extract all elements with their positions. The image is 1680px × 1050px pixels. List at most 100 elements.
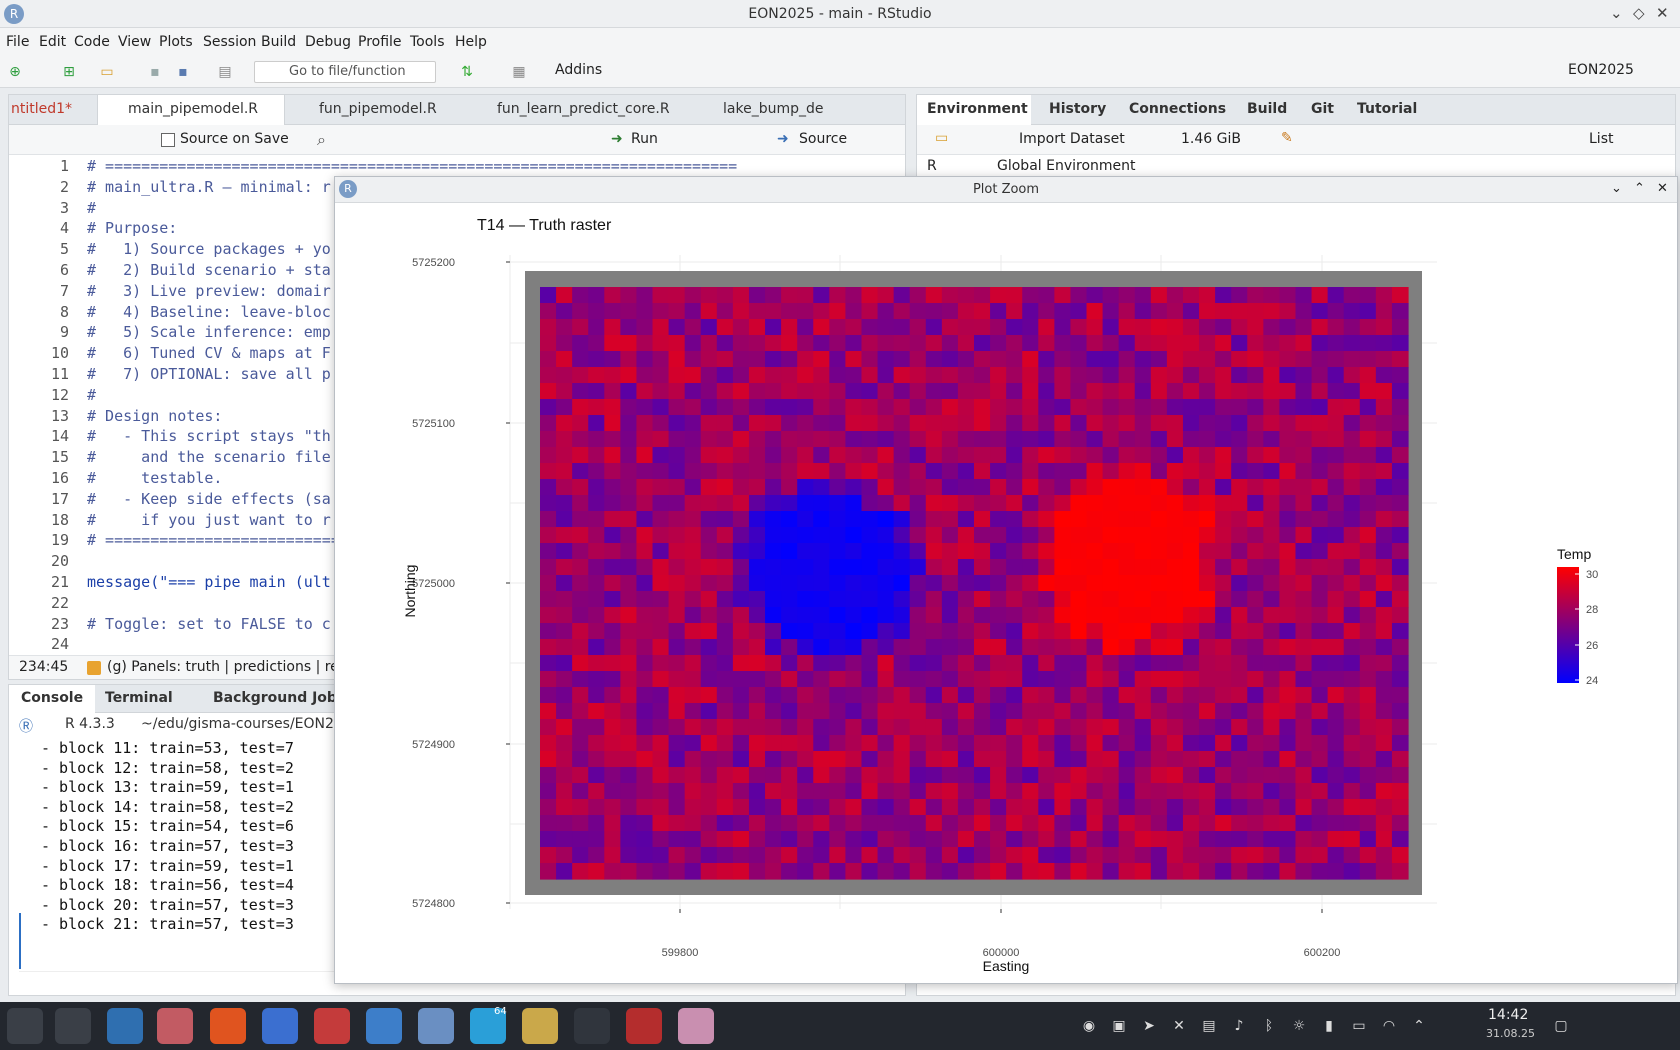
tray-expand-icon[interactable]: ⌃ [1413,1018,1425,1034]
tab-environment[interactable]: Environment [917,95,1031,125]
open-file-icon[interactable]: ▭ [100,64,114,80]
code-line[interactable]: # ================================ [87,531,395,550]
new-file-icon[interactable]: ⊕ [9,64,21,80]
code-line[interactable]: # [87,385,97,404]
tab-git[interactable]: Git [1311,101,1334,117]
tray-wifi-icon[interactable]: ◠ [1382,1018,1396,1034]
tab-console[interactable]: Console [9,685,95,713]
plot-minimize-icon[interactable]: ⌄ [1611,181,1622,196]
memory-usage[interactable]: 1.46 GiB [1181,131,1241,147]
list-view-button[interactable]: List [1589,131,1614,147]
code-line[interactable]: # 4) Baseline: leave-bloc [87,302,331,321]
code-line[interactable]: # 5) Scale inference: emp [87,323,331,342]
tray-bluetooth-icon[interactable]: ᛒ [1264,1018,1274,1034]
tray-network-icon[interactable]: ▭ [1352,1018,1366,1034]
signal-icon[interactable] [262,1008,298,1044]
vcs-icon[interactable]: ⇅ [461,64,473,80]
code-line[interactable]: # 6) Tuned CV & maps at F [87,344,331,363]
code-line[interactable]: # testable. [87,469,223,487]
menu-file[interactable]: File [6,34,30,50]
code-line[interactable]: # 3) Live preview: domair [87,281,331,300]
load-workspace-icon[interactable]: ▭ [935,130,949,146]
project-menu[interactable]: EON2025 [1568,62,1634,78]
code-line[interactable]: # - This script stays "th [87,427,331,446]
pane-layout-icon[interactable]: ▦ [512,64,526,80]
import-dataset-button[interactable]: Import Dataset [1019,131,1125,147]
source-button[interactable]: Source [799,131,848,147]
telegram-icon[interactable] [470,1008,506,1044]
menu-debug[interactable]: Debug [305,34,352,50]
maximize-icon[interactable]: ◇ [1633,4,1645,22]
tab-fun-learn-predict-core[interactable]: fun_learn_predict_core.R [497,101,670,117]
plot-maximize-icon[interactable]: ⌃ [1634,181,1645,196]
print-icon[interactable]: ▤ [218,64,232,80]
tab-lake-bump[interactable]: lake_bump_de [723,101,824,117]
dc-app-icon[interactable] [314,1008,350,1044]
show-desktop-icon[interactable]: ▢ [1554,1018,1568,1034]
tray-battery-icon[interactable]: ▮ [1325,1018,1333,1034]
code-line[interactable]: message("=== pipe main (ult [87,573,331,591]
menu-tools[interactable]: Tools [410,34,445,50]
tray-x-icon[interactable]: ✕ [1173,1018,1185,1034]
system-menu-icon[interactable] [7,1008,43,1044]
tab-terminal[interactable]: Terminal [105,690,173,706]
settings-app-icon[interactable] [55,1008,91,1044]
menu-view[interactable]: View [118,34,152,50]
code-line[interactable]: # 2) Build scenario + sta [87,261,331,279]
code-line[interactable]: # if you just want to r [87,510,331,529]
software-store-icon[interactable] [107,1008,143,1044]
menu-code[interactable]: Code [74,34,110,50]
menu-plots[interactable]: Plots [159,34,193,50]
search-icon[interactable]: ⌕ [317,130,326,149]
tab-fun-pipemodel[interactable]: fun_pipemodel.R [319,101,437,117]
code-line[interactable]: # ======================================… [87,157,738,175]
addins-menu[interactable]: Addins [555,62,603,78]
terminal-icon[interactable] [574,1008,610,1044]
code-line[interactable]: # 7) OPTIONAL: save all p [87,365,331,383]
code-line[interactable]: # Design notes: [87,406,223,425]
save-all-icon[interactable]: ▪ [178,64,188,80]
tray-screenshot-icon[interactable]: ▣ [1112,1018,1126,1034]
code-line[interactable]: # and the scenario file [87,448,331,467]
goto-file-input[interactable]: Go to file/function [254,61,436,83]
code-line[interactable]: # - Keep side effects (sa [87,489,331,508]
rstudio-taskbar-icon[interactable] [418,1008,454,1044]
menu-session[interactable]: Session [203,34,257,50]
language-select[interactable]: R [927,158,937,174]
source-on-save-checkbox[interactable] [161,133,175,147]
tab-build[interactable]: Build [1247,101,1288,117]
menu-help[interactable]: Help [455,34,487,50]
code-line[interactable]: # [87,198,97,217]
tray-brightness-icon[interactable]: ☼ [1292,1018,1306,1034]
filezilla-icon[interactable] [626,1008,662,1044]
tab-main-pipemodel[interactable]: main_pipemodel.R [97,95,285,125]
file-manager-icon[interactable] [157,1008,193,1044]
menu-build[interactable]: Build [261,34,297,50]
tray-clipboard-icon[interactable]: ▤ [1202,1018,1216,1034]
brave-browser-icon[interactable] [210,1008,246,1044]
tray-volume-icon[interactable]: ♪ [1234,1018,1244,1034]
section-navigator[interactable]: (g) Panels: truth | predictions | re [107,659,339,675]
scope-select[interactable]: Global Environment [997,158,1136,174]
tab-history[interactable]: History [1049,101,1107,117]
code-line[interactable]: # main_ultra.R — minimal: r [87,177,331,196]
media-app-icon[interactable] [678,1008,714,1044]
menu-edit[interactable]: Edit [39,34,67,50]
broom-icon[interactable]: ✎ [1281,130,1293,146]
menu-profile[interactable]: Profile [358,34,402,50]
save-icon[interactable]: ▪ [150,64,160,80]
working-directory[interactable]: ~/edu/gisma-courses/EON20 [141,716,343,732]
new-project-icon[interactable]: ⊞ [63,64,75,80]
code-line[interactable]: # Purpose: [87,219,178,238]
game-app-icon[interactable] [522,1008,558,1044]
tab-background-jobs[interactable]: Background Job [213,690,337,706]
minimize-icon[interactable]: ⌄ [1610,4,1623,22]
code-line[interactable]: # 1) Source packages + yo [87,240,331,259]
tab-connections[interactable]: Connections [1129,101,1227,117]
thunderbird-icon[interactable] [366,1008,402,1044]
plot-close-icon[interactable]: ✕ [1657,181,1668,196]
tab-tutorial[interactable]: Tutorial [1357,101,1418,117]
tray-app-icon[interactable]: ◉ [1082,1018,1096,1034]
code-line[interactable]: # Toggle: set to FALSE to c [87,614,331,633]
close-icon[interactable]: ✕ [1656,4,1669,22]
